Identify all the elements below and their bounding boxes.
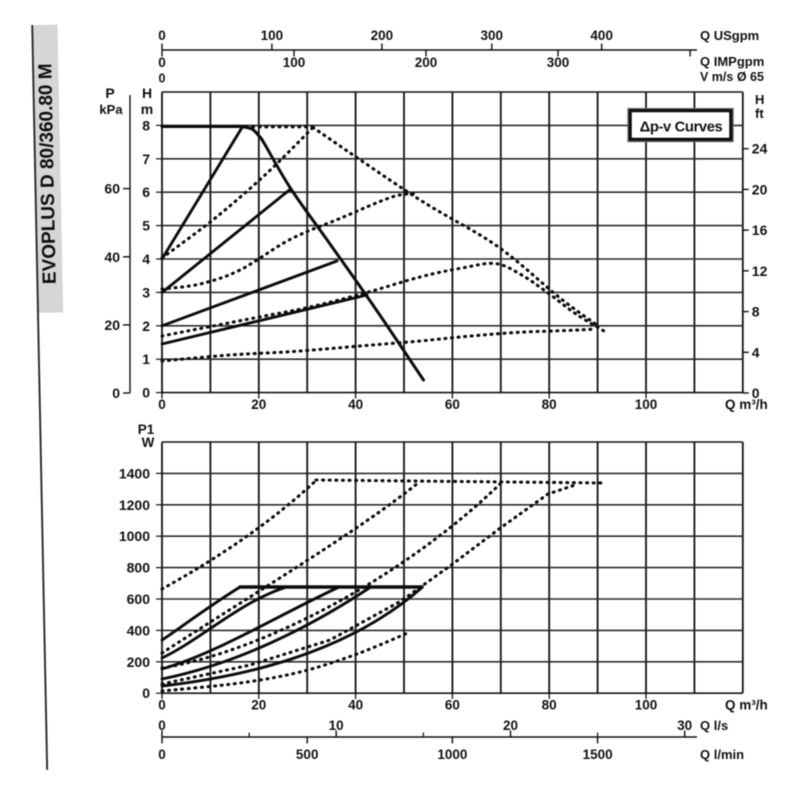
svg-text:P1: P1	[138, 422, 155, 437]
svg-text:W: W	[142, 435, 155, 450]
svg-text:400: 400	[127, 622, 151, 638]
svg-text:0: 0	[159, 72, 166, 86]
svg-text:20: 20	[251, 698, 266, 713]
svg-text:40: 40	[104, 249, 120, 265]
svg-text:30: 30	[677, 718, 692, 733]
svg-text:60: 60	[445, 698, 460, 713]
svg-text:H: H	[142, 85, 152, 101]
svg-text:20: 20	[752, 181, 768, 197]
svg-text:80: 80	[542, 698, 557, 713]
svg-text:40: 40	[348, 397, 363, 412]
svg-text:5: 5	[142, 218, 150, 234]
svg-text:H: H	[755, 92, 764, 107]
svg-text:100: 100	[635, 397, 658, 412]
svg-text:1500: 1500	[583, 747, 613, 762]
svg-text:V m/s Ø 65: V m/s Ø 65	[700, 70, 764, 84]
svg-text:24: 24	[752, 141, 768, 157]
svg-text:20: 20	[104, 317, 120, 333]
svg-text:Q l/min: Q l/min	[700, 747, 744, 762]
svg-text:0: 0	[158, 698, 166, 713]
svg-text:16: 16	[752, 222, 768, 238]
svg-text:10: 10	[329, 718, 344, 733]
svg-text:80: 80	[542, 397, 557, 412]
svg-text:4: 4	[142, 251, 150, 267]
svg-text:8: 8	[752, 304, 760, 320]
svg-text:3: 3	[142, 284, 150, 300]
svg-text:8: 8	[142, 117, 150, 133]
svg-text:0: 0	[142, 385, 150, 401]
svg-text:6: 6	[142, 184, 150, 200]
svg-text:0: 0	[158, 718, 166, 733]
svg-text:0: 0	[112, 385, 120, 401]
svg-text:ft: ft	[755, 106, 764, 121]
svg-text:200: 200	[415, 55, 438, 70]
svg-text:12: 12	[752, 263, 768, 279]
svg-text:200: 200	[127, 654, 151, 670]
svg-text:Δp-v Curves: Δp-v Curves	[640, 120, 723, 136]
svg-text:Q l/s: Q l/s	[700, 718, 728, 733]
svg-text:300: 300	[481, 28, 504, 43]
svg-text:kPa: kPa	[99, 102, 123, 117]
svg-text:1: 1	[142, 351, 150, 367]
svg-text:2: 2	[142, 318, 150, 334]
svg-text:P: P	[105, 85, 114, 101]
svg-text:200: 200	[371, 28, 394, 43]
svg-text:Q USgpm: Q USgpm	[700, 28, 759, 43]
svg-text:20: 20	[251, 397, 266, 412]
svg-text:100: 100	[261, 28, 284, 43]
svg-text:m: m	[141, 101, 153, 117]
svg-text:600: 600	[127, 591, 151, 607]
svg-text:Q m³/h: Q m³/h	[725, 698, 768, 713]
svg-text:EVOPLUS D 80/360.80 M: EVOPLUS D 80/360.80 M	[35, 63, 60, 284]
svg-text:0: 0	[158, 747, 166, 762]
svg-text:Q IMPgpm: Q IMPgpm	[700, 54, 764, 69]
svg-text:0: 0	[158, 28, 166, 43]
svg-text:100: 100	[635, 698, 658, 713]
svg-text:400: 400	[590, 28, 613, 43]
svg-text:60: 60	[104, 181, 120, 197]
svg-text:0: 0	[142, 685, 150, 701]
svg-text:1000: 1000	[437, 747, 467, 762]
svg-text:60: 60	[445, 397, 460, 412]
svg-text:40: 40	[348, 698, 363, 713]
svg-text:0: 0	[752, 385, 760, 401]
svg-text:1200: 1200	[119, 497, 150, 513]
svg-text:4: 4	[752, 344, 760, 360]
svg-text:800: 800	[127, 560, 151, 576]
svg-text:Q m³/h: Q m³/h	[725, 397, 768, 412]
svg-text:100: 100	[283, 55, 306, 70]
svg-text:0: 0	[158, 55, 166, 70]
svg-text:7: 7	[142, 151, 150, 167]
svg-text:1000: 1000	[119, 528, 150, 544]
svg-text:500: 500	[296, 747, 319, 762]
svg-text:0: 0	[158, 397, 166, 412]
svg-text:1400: 1400	[119, 465, 150, 481]
svg-text:20: 20	[503, 718, 518, 733]
svg-text:300: 300	[547, 55, 570, 70]
